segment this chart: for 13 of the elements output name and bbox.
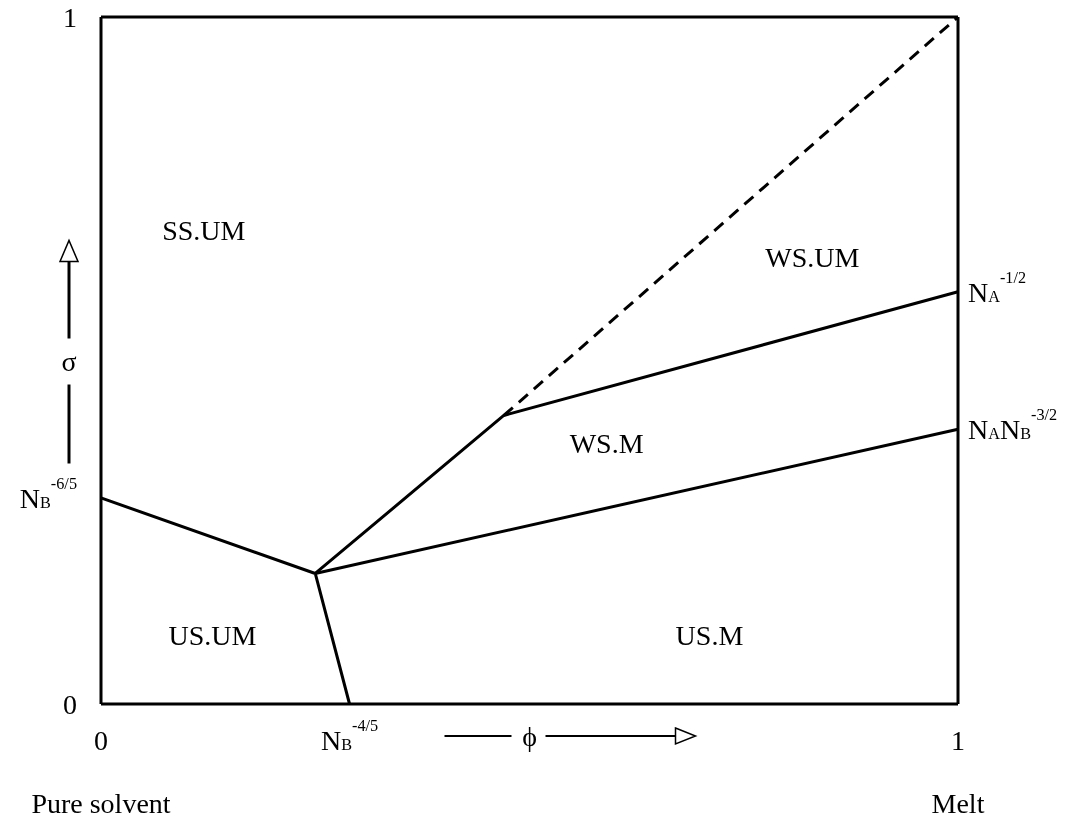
text: Melt <box>931 787 985 817</box>
x-tick-label: 1 <box>951 724 965 756</box>
x-axis-title: ϕ <box>522 720 537 752</box>
text: Pure solvent <box>31 787 171 817</box>
annotation: US.M <box>675 619 744 651</box>
annotation: WS.UM <box>765 241 860 273</box>
y-tick-label: 0 <box>63 688 77 720</box>
annotation: US.UM <box>168 619 257 651</box>
y-axis-title: σ <box>61 345 77 376</box>
annotation: WS.M <box>569 427 644 459</box>
annotation: SS.UM <box>162 214 246 246</box>
y-tick-label: 1 <box>63 1 77 33</box>
x-tick-label: 0 <box>94 724 108 756</box>
